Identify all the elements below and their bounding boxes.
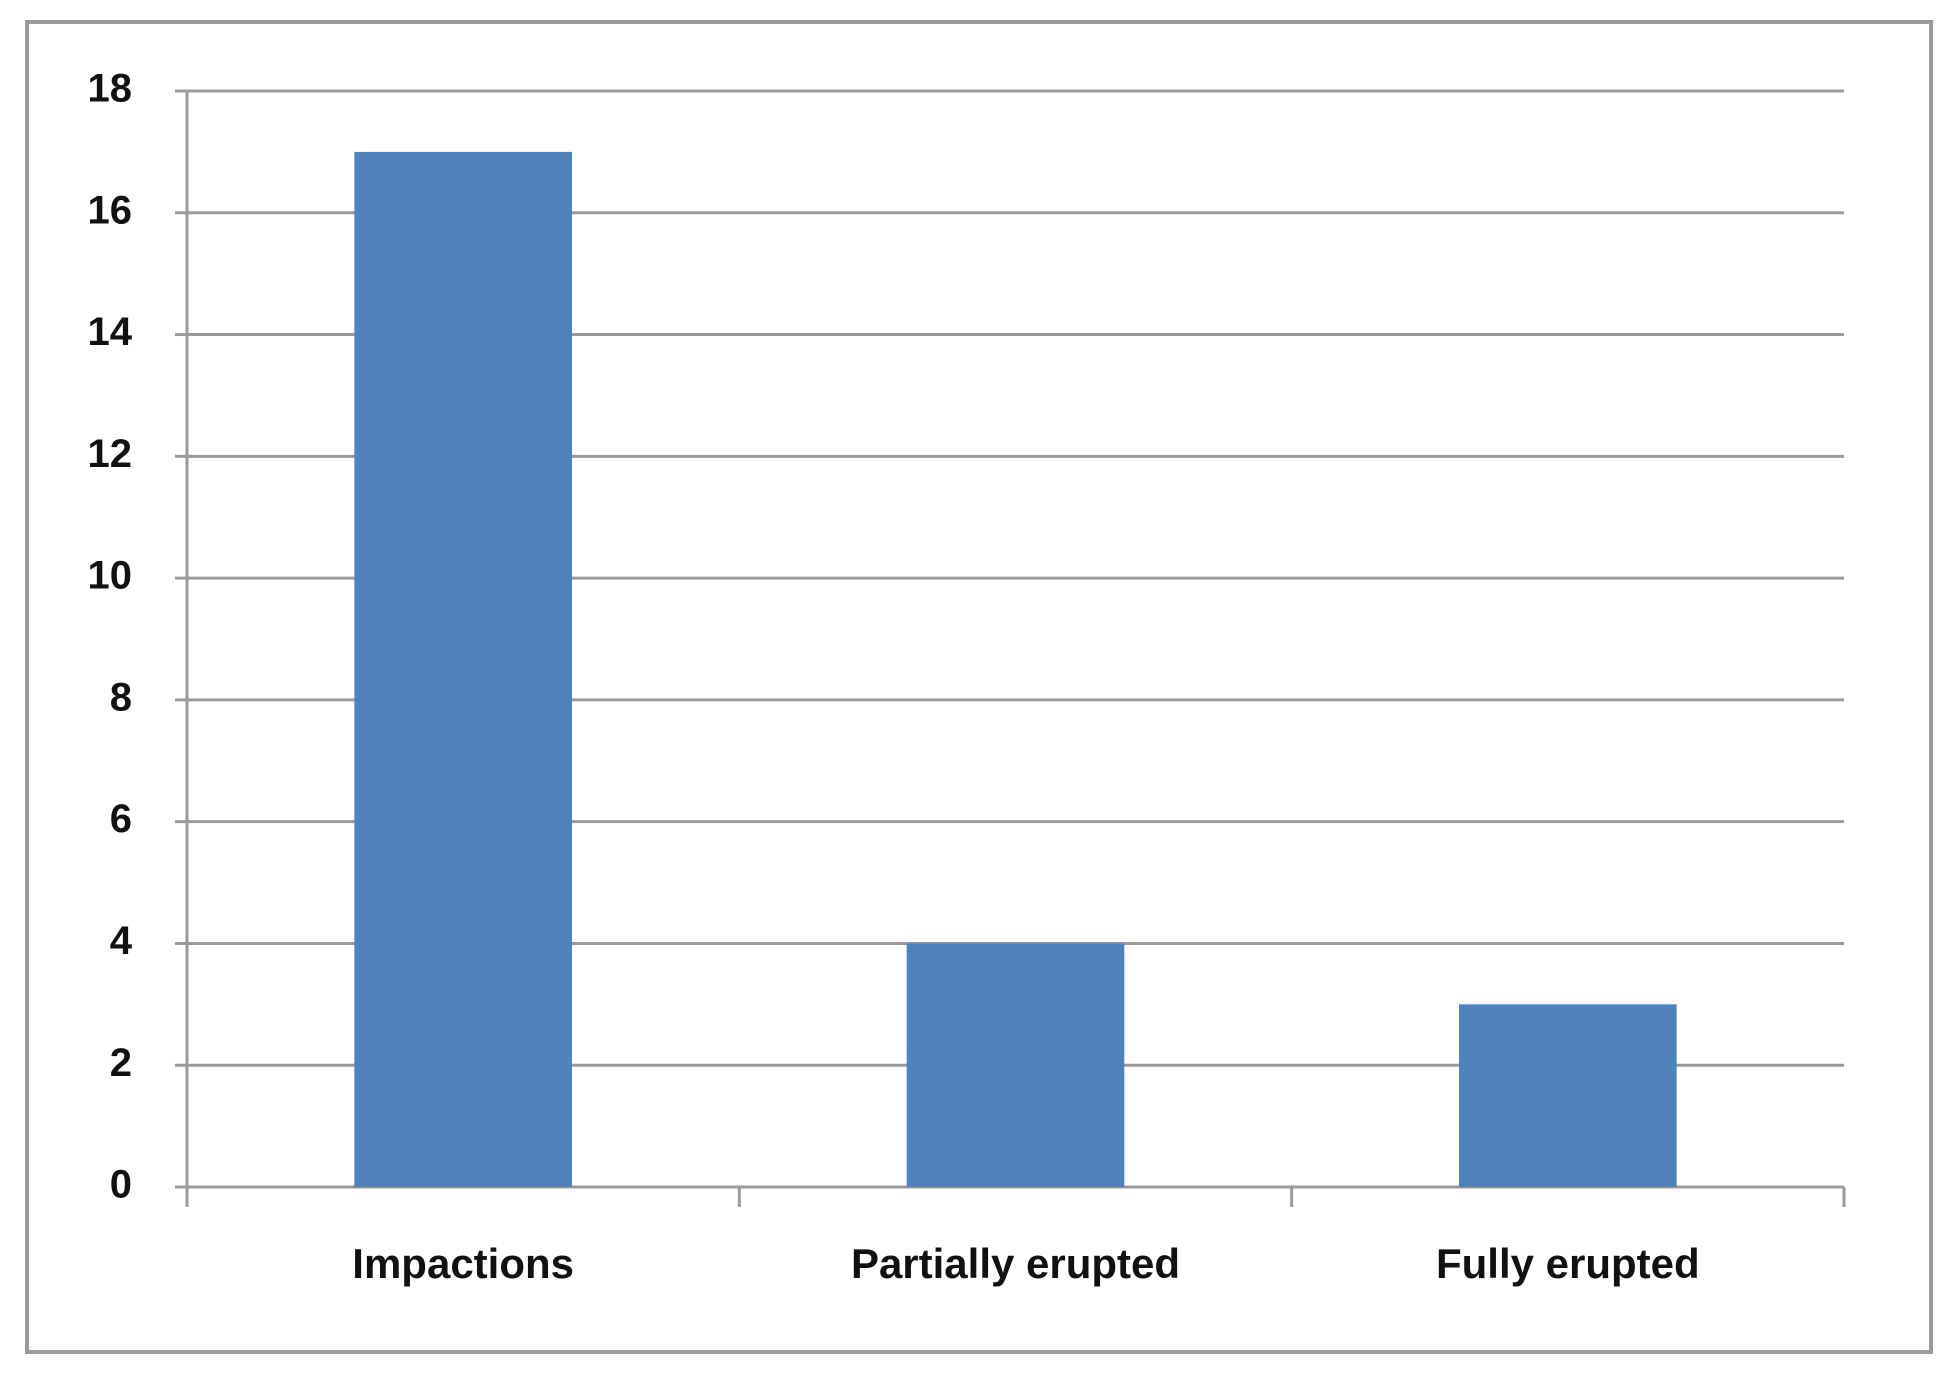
y-tick-label: 12 xyxy=(88,432,133,476)
x-tick-label: Partially erupted xyxy=(851,1240,1180,1287)
y-tick-label: 16 xyxy=(88,188,133,232)
bar xyxy=(1459,1004,1677,1187)
y-tick-label: 10 xyxy=(88,554,133,598)
y-tick-label: 18 xyxy=(88,67,133,111)
x-tick-label: Impactions xyxy=(352,1240,574,1287)
x-tick-label: Fully erupted xyxy=(1436,1240,1700,1287)
bar xyxy=(906,943,1125,1187)
y-tick-label: 0 xyxy=(110,1163,132,1207)
y-tick-label: 6 xyxy=(110,797,132,841)
y-tick-label: 2 xyxy=(110,1041,132,1085)
bar xyxy=(354,151,572,1187)
y-tick-label: 4 xyxy=(110,919,133,963)
y-tick-label: 14 xyxy=(88,310,133,354)
y-tick-label: 8 xyxy=(110,675,132,719)
